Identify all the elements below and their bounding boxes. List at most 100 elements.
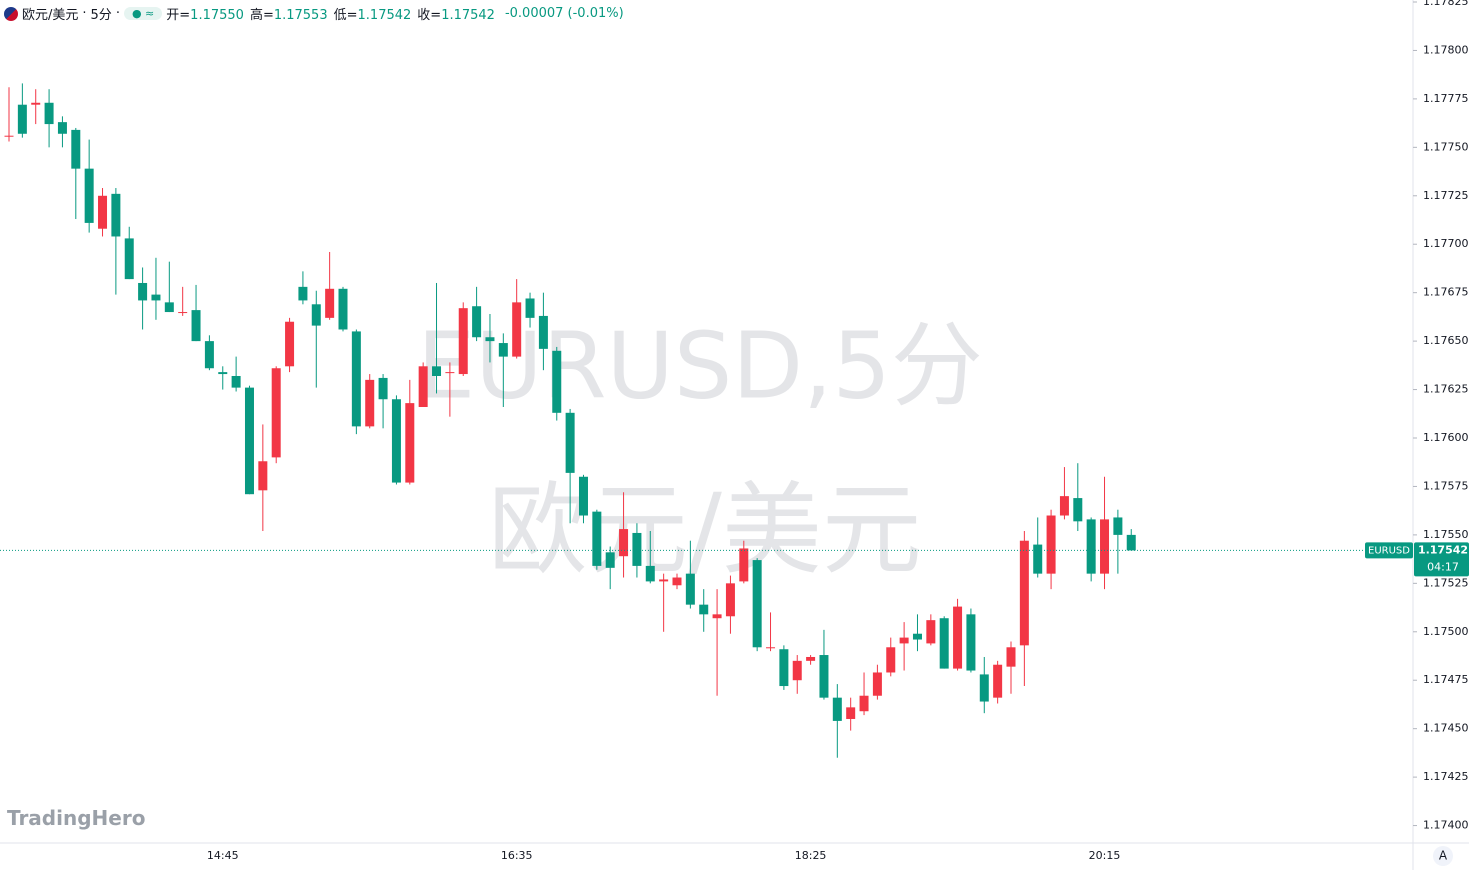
- candle-body: [792, 660, 802, 681]
- status-pill[interactable]: ● ≈: [123, 7, 163, 20]
- candle-body: [859, 695, 869, 712]
- x-tick-label: 14:45: [207, 849, 239, 862]
- candle-body: [405, 403, 415, 483]
- y-tick-label: 1.17825: [1423, 0, 1469, 8]
- candle-body: [565, 412, 575, 473]
- candle-body: [57, 122, 67, 134]
- candle-body: [445, 372, 455, 374]
- candle-body: [244, 387, 254, 495]
- candle-body: [659, 579, 669, 582]
- candle-body: [699, 604, 709, 615]
- candle-body: [832, 697, 842, 721]
- candle-body: [1046, 515, 1056, 574]
- y-tick-label: 1.17400: [1423, 819, 1469, 832]
- candle-body: [1006, 647, 1016, 667]
- candle-body: [872, 672, 882, 696]
- candle-body: [1126, 534, 1136, 551]
- candle-body: [44, 102, 54, 125]
- candle-body: [485, 337, 495, 342]
- candle-body: [285, 321, 295, 367]
- candle-body: [124, 238, 134, 280]
- candle-body: [178, 312, 188, 314]
- candle-body: [98, 195, 108, 229]
- scale-button-label[interactable]: A: [1439, 849, 1448, 863]
- watermark: EURUSD,5分: [417, 312, 983, 419]
- candle-body: [472, 306, 482, 338]
- candle-body: [1113, 517, 1123, 535]
- symbol-tag: [1365, 542, 1413, 559]
- ohlc-label: 开=: [166, 8, 191, 23]
- candle-body: [351, 331, 361, 427]
- candle-body: [979, 674, 989, 702]
- countdown: 04:17: [1427, 560, 1459, 573]
- candle-body: [325, 288, 335, 318]
- ohlc-value: 1.17550: [190, 8, 244, 23]
- candle-body: [645, 565, 655, 582]
- candle-body: [552, 350, 562, 413]
- candle-body: [1100, 519, 1110, 574]
- candle-body: [525, 298, 535, 318]
- ohlc-label: 高=: [249, 8, 274, 23]
- price-tag-label: 1.17542: [1418, 543, 1468, 556]
- x-tick-label: 18:25: [795, 849, 827, 862]
- y-tick-label: 1.17500: [1423, 625, 1469, 638]
- candle-body: [271, 368, 281, 458]
- candle-body: [1086, 519, 1096, 574]
- y-tick-label: 1.17625: [1423, 383, 1469, 396]
- candle-body: [432, 366, 442, 376]
- y-tick-label: 1.17425: [1423, 770, 1469, 783]
- y-tick-label: 1.17725: [1423, 189, 1469, 202]
- scale-button[interactable]: [1433, 846, 1453, 866]
- symbol-icon: [4, 6, 18, 21]
- candle-body: [1073, 498, 1083, 522]
- candle-body: [204, 341, 214, 369]
- candle-body: [512, 302, 522, 357]
- candle-body: [338, 288, 348, 330]
- candle-body: [605, 552, 615, 568]
- candle-body: [993, 664, 1003, 698]
- y-tick-label: 1.17675: [1423, 286, 1469, 299]
- candle-body: [912, 633, 922, 640]
- price-tag: [1414, 542, 1469, 577]
- brand: TradingHero: [7, 806, 146, 830]
- candle-body: [672, 577, 682, 586]
- candle-body: [365, 379, 375, 427]
- y-tick-label: 1.17550: [1423, 528, 1469, 541]
- y-tick-label: 1.17750: [1423, 140, 1469, 153]
- candle-body: [31, 102, 41, 105]
- candle-body: [111, 193, 121, 237]
- candle-body: [418, 366, 428, 407]
- candle-body: [578, 476, 588, 516]
- candle-body: [218, 372, 228, 375]
- candle-body: [632, 532, 642, 566]
- candle-body: [712, 614, 722, 619]
- x-tick-label: 16:35: [501, 849, 533, 862]
- candle-body: [685, 573, 695, 605]
- candle-body: [966, 614, 976, 671]
- candle-body: [953, 606, 963, 669]
- y-tick-label: 1.17525: [1423, 576, 1469, 589]
- candle-body: [138, 282, 148, 301]
- candle-body: [258, 461, 268, 491]
- candle-body: [846, 707, 856, 719]
- candle-body: [391, 399, 401, 483]
- candle-body: [458, 308, 468, 375]
- candle-body: [886, 647, 896, 673]
- candle-body: [378, 377, 388, 400]
- candle-body: [298, 286, 308, 301]
- ohlc-label: 低=: [333, 8, 358, 23]
- candle-body: [939, 618, 949, 669]
- x-tick-label: 20:15: [1089, 849, 1121, 862]
- watermark: 欧元/美元: [488, 471, 922, 588]
- candle-body: [899, 637, 909, 644]
- candle-body: [619, 529, 629, 557]
- ohlc-value: 1.17542: [357, 8, 412, 23]
- candle-body: [191, 310, 201, 342]
- candle-body: [592, 511, 602, 566]
- candle-body: [538, 315, 548, 349]
- candle-body: [71, 129, 81, 169]
- sep: ·: [82, 6, 87, 21]
- candle-body: [164, 302, 174, 313]
- ohlc-values: 开=1.17550 高=1.17553 低=1.17542 收=1.17542: [166, 4, 501, 23]
